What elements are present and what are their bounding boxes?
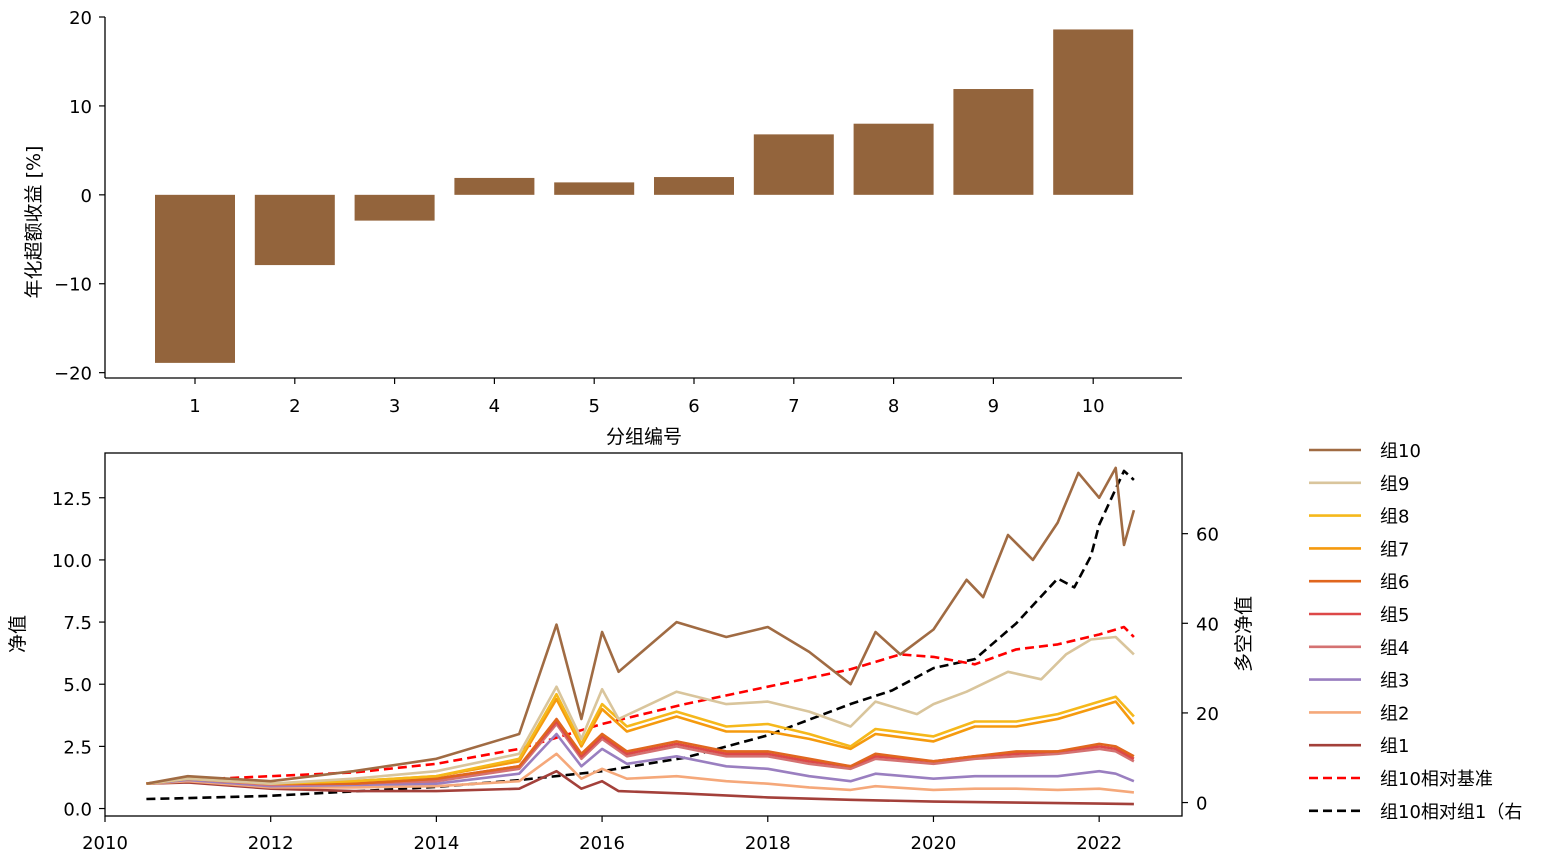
bar-x-tick-label: 6: [688, 396, 699, 417]
legend-label: 组3: [1380, 671, 1409, 692]
line-y-ticks-right: 0 20 40 60: [1182, 525, 1219, 815]
legend-label: 组10相对基准: [1380, 769, 1493, 790]
line-y-tick-label: 12.5: [52, 489, 92, 510]
line-series-group: [146, 466, 1136, 806]
line-y-right-tick-label: 20: [1196, 704, 1219, 725]
bar-x-tick-label: 5: [588, 396, 599, 417]
bar-group-7: [753, 134, 834, 195]
line-x-tick-label: 2012: [248, 833, 294, 854]
line-y-tick-label: 0.0: [63, 800, 92, 821]
series-line-组1: [146, 769, 1134, 806]
bar-x-tick-label: 10: [1082, 396, 1105, 417]
line-x-tick-label: 2018: [745, 833, 791, 854]
line-y-ticks: 0.0 2.5 5.0 7.5 10.0 12.5: [52, 489, 105, 821]
series-line-组4: [146, 722, 1135, 787]
line-x-tick-label: 2020: [911, 833, 957, 854]
line-x-tick-label: 2022: [1076, 833, 1122, 854]
line-x-ticks: 2010 2012 2014 2016 2018 2020 2022: [82, 816, 1122, 854]
legend-label: 组8: [1380, 507, 1409, 528]
series-line-组10相对组1（右: [146, 469, 1135, 801]
series-line-组9: [146, 635, 1135, 785]
bar-y-axis-label: 年化超额收益 [%]: [23, 146, 45, 299]
legend-label: 组4: [1380, 638, 1409, 659]
line-x-tick-label: 2014: [413, 833, 459, 854]
bar-x-axis-label: 分组编号: [606, 426, 682, 448]
bar-y-ticks: 20 10 0 −10 −20: [54, 8, 105, 385]
bar-y-tick-label: −20: [54, 364, 92, 385]
legend-label: 组7: [1380, 539, 1409, 560]
bar-x-tick-label: 9: [988, 396, 999, 417]
bar-group-3: [354, 194, 435, 221]
bar-y-tick-label: −10: [54, 275, 92, 296]
line-y-tick-label: 10.0: [52, 551, 92, 572]
legend-label: 组6: [1380, 572, 1409, 593]
line-plot-frame: [104, 452, 1183, 817]
line-y-tick-label: 5.0: [63, 675, 92, 696]
series-line-组6: [146, 717, 1135, 785]
bar-x-tick-label: 1: [189, 396, 200, 417]
bar-marks: [155, 29, 1134, 363]
line-x-tick-label: 2010: [82, 833, 128, 854]
line-y-right-tick-label: 40: [1196, 614, 1219, 635]
legend-label: 组5: [1380, 605, 1409, 626]
bar-group-4: [454, 177, 535, 195]
bar-group-8: [853, 123, 934, 195]
line-y-right-tick-label: 0: [1196, 794, 1207, 815]
bar-group-1: [155, 194, 235, 363]
bar-x-tick-label: 7: [788, 396, 799, 417]
series-line-组3: [146, 732, 1135, 788]
series-line-组7: [146, 697, 1135, 785]
bar-group-6: [654, 177, 734, 195]
line-y-tick-label: 2.5: [63, 737, 92, 758]
legend-label: 组2: [1380, 703, 1409, 724]
bar-y-tick-label: 0: [81, 186, 92, 207]
legend-label: 组9: [1380, 474, 1409, 495]
line-y-right-tick-label: 60: [1196, 525, 1219, 546]
bar-group-2: [254, 194, 335, 266]
bar-x-tick-label: 3: [389, 396, 400, 417]
series-line-组10相对基准: [146, 625, 1135, 785]
bar-y-tick-label: 20: [69, 8, 92, 29]
bar-y-tick-label: 10: [69, 97, 92, 118]
series-line-组8: [146, 692, 1135, 785]
bar-chart: 20 10 0 −10 −20 1 2 3 4 5 6 7 8 9 10 年化超额收益 [%] 分组编号: [23, 8, 1182, 448]
series-line-组10: [146, 466, 1136, 785]
bar-x-tick-label: 2: [289, 396, 300, 417]
bar-group-9: [953, 89, 1034, 195]
bar-x-ticks: 1 2 3 4 5 6 7 8 9 10: [189, 378, 1105, 417]
line-y-axis-label: 净值: [7, 615, 29, 653]
line-y-axis-label-right: 多空净值: [1233, 596, 1255, 672]
bar-group-5: [554, 182, 635, 195]
legend-label: 组1: [1380, 736, 1409, 757]
bar-group-10: [1053, 29, 1134, 195]
bar-x-tick-label: 4: [489, 396, 500, 417]
line-y-tick-label: 7.5: [63, 613, 92, 634]
legend-label: 组10: [1380, 441, 1421, 462]
legend-label: 组10相对组1（右: [1380, 802, 1522, 823]
bar-x-tick-label: 8: [888, 396, 899, 417]
series-line-组2: [146, 752, 1135, 794]
line-x-tick-label: 2016: [579, 833, 625, 854]
